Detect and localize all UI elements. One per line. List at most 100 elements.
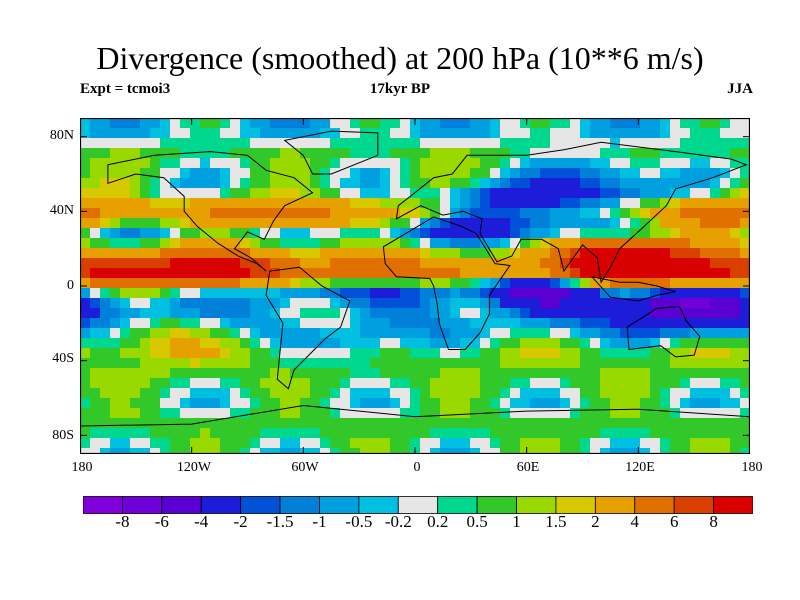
field-cell xyxy=(320,148,331,159)
field-cell xyxy=(270,298,281,309)
field-cell xyxy=(210,328,221,339)
field-cell xyxy=(690,428,701,439)
field-cell xyxy=(410,358,421,369)
field-cell xyxy=(360,158,371,169)
field-cell xyxy=(220,238,231,249)
field-cell xyxy=(140,208,151,219)
field-cell xyxy=(650,168,661,179)
field-cell xyxy=(140,278,151,289)
field-cell xyxy=(600,198,611,209)
field-cell xyxy=(360,248,371,259)
field-cell xyxy=(130,408,141,419)
field-cell xyxy=(160,288,171,299)
field-cell xyxy=(420,258,431,269)
field-cell xyxy=(630,418,641,429)
field-cell xyxy=(350,298,361,309)
field-cell xyxy=(440,268,451,279)
field-cell xyxy=(120,278,131,289)
field-cell xyxy=(460,198,471,209)
field-cell xyxy=(240,208,251,219)
field-cell xyxy=(190,408,201,419)
field-cell xyxy=(490,158,501,169)
field-cell xyxy=(140,388,151,399)
field-cell xyxy=(440,118,451,129)
field-cell xyxy=(730,448,741,454)
field-cell xyxy=(390,378,401,389)
field-cell xyxy=(470,288,481,299)
field-cell xyxy=(580,368,591,379)
field-cell xyxy=(270,368,281,379)
field-cell xyxy=(280,298,291,309)
field-cell xyxy=(360,208,371,219)
field-cell xyxy=(210,428,221,439)
field-cell xyxy=(640,338,651,349)
field-cell xyxy=(680,428,691,439)
field-cell xyxy=(200,138,211,149)
field-cell xyxy=(410,378,421,389)
field-cell xyxy=(630,428,641,439)
field-cell xyxy=(730,438,741,449)
field-cell xyxy=(630,128,641,139)
field-cell xyxy=(570,438,581,449)
field-cell xyxy=(400,178,411,189)
field-cell xyxy=(160,128,171,139)
field-cell xyxy=(580,128,591,139)
field-cell xyxy=(410,148,421,159)
field-cell xyxy=(700,308,711,319)
field-cell xyxy=(350,428,361,439)
field-cell xyxy=(270,428,281,439)
field-cell xyxy=(590,118,601,129)
field-cell xyxy=(530,328,541,339)
field-cell xyxy=(120,118,131,129)
field-cell xyxy=(430,208,441,219)
field-cell xyxy=(650,258,661,269)
field-cell xyxy=(90,408,101,419)
field-cell xyxy=(600,318,611,329)
field-cell xyxy=(180,338,191,349)
field-cell xyxy=(250,288,261,299)
field-cell xyxy=(510,448,521,454)
field-cell xyxy=(620,278,631,289)
field-cell xyxy=(540,448,551,454)
field-cell xyxy=(250,308,261,319)
field-cell xyxy=(700,328,711,339)
field-cell xyxy=(350,238,361,249)
field-cell xyxy=(550,428,561,439)
field-cell xyxy=(110,228,121,239)
field-cell xyxy=(410,308,421,319)
field-cell xyxy=(200,128,211,139)
field-cell xyxy=(550,238,561,249)
field-cell xyxy=(710,128,721,139)
field-cell xyxy=(170,388,181,399)
field-cell xyxy=(250,248,261,259)
field-cell xyxy=(350,268,361,279)
field-cell xyxy=(730,288,741,299)
field-cell xyxy=(340,418,351,429)
field-cell xyxy=(560,288,571,299)
plot-title: Divergence (smoothed) at 200 hPa (10**6 … xyxy=(96,40,704,76)
field-cell xyxy=(400,148,411,159)
field-cell xyxy=(330,318,341,329)
field-cell xyxy=(440,308,451,319)
field-cell xyxy=(570,128,581,139)
field-cell xyxy=(570,118,581,129)
field-cell xyxy=(560,378,571,389)
field-cell xyxy=(510,128,521,139)
field-cell xyxy=(310,178,321,189)
field-cell xyxy=(350,318,361,329)
field-cell xyxy=(500,218,511,229)
field-cell xyxy=(560,178,571,189)
field-cell xyxy=(200,428,211,439)
field-cell xyxy=(240,368,251,379)
field-cell xyxy=(450,118,461,129)
field-cell xyxy=(270,438,281,449)
field-cell xyxy=(540,238,551,249)
field-cell xyxy=(730,388,741,399)
field-cell xyxy=(160,118,171,129)
field-cell xyxy=(190,268,201,279)
field-cell xyxy=(360,358,371,369)
field-cell xyxy=(250,208,261,219)
field-cell xyxy=(330,178,341,189)
field-cell xyxy=(320,298,331,309)
field-cell xyxy=(300,318,311,329)
